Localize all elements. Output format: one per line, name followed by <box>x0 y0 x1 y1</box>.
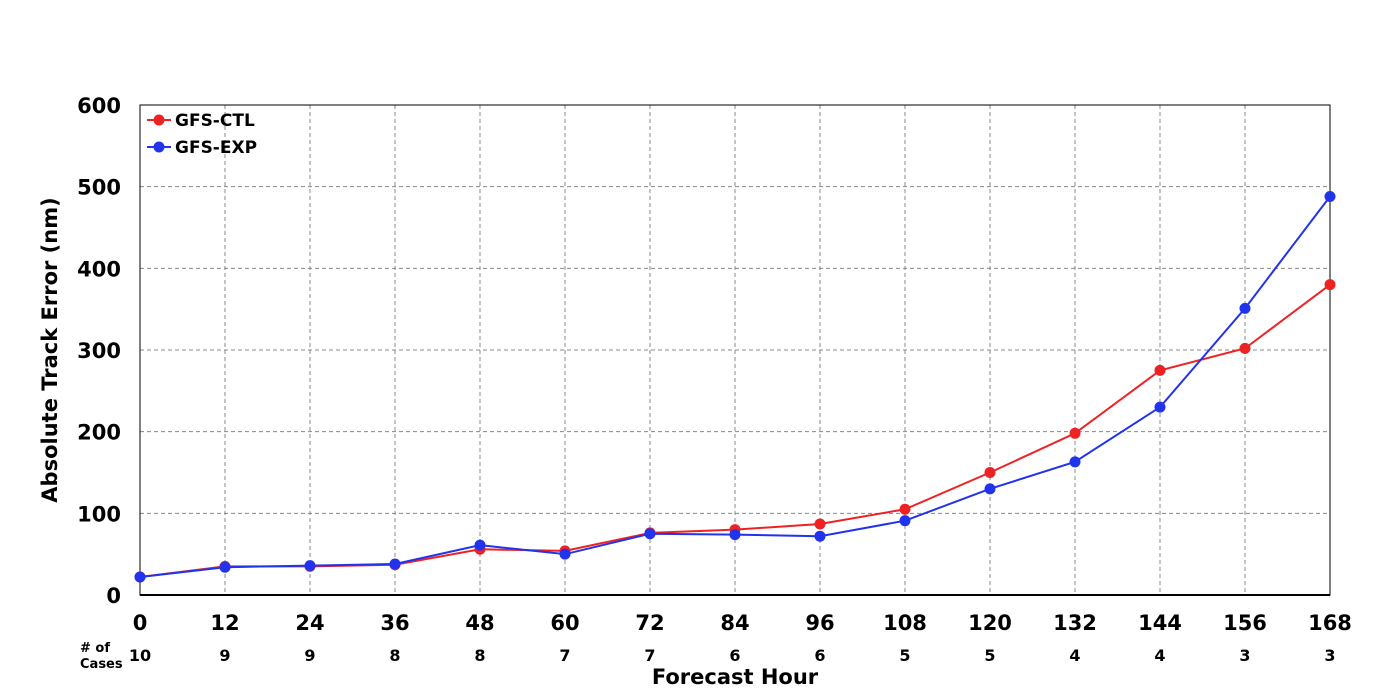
data-point <box>134 571 146 583</box>
x-tick-label: 120 <box>968 611 1012 635</box>
legend: GFS-CTL GFS-EXP <box>147 111 257 158</box>
x-tick-label: 24 <box>295 611 324 635</box>
x-tick-label: 108 <box>883 611 927 635</box>
x-tick-label: 72 <box>635 611 664 635</box>
x-tick-label: 0 <box>133 611 148 635</box>
data-point <box>1069 427 1081 439</box>
x-tick-label: 12 <box>210 611 239 635</box>
data-point <box>984 467 996 478</box>
case-count: 4 <box>1154 646 1165 665</box>
data-point <box>644 528 656 540</box>
x-tick-label: 156 <box>1223 611 1267 635</box>
case-count: 7 <box>644 646 655 665</box>
x-tick-label: 84 <box>720 611 749 635</box>
data-point <box>304 560 316 572</box>
case-count: 8 <box>389 646 400 665</box>
data-point <box>899 515 911 527</box>
data-point <box>559 548 571 560</box>
y-tick-label: 400 <box>77 257 121 281</box>
case-count: 5 <box>984 646 995 665</box>
data-point <box>729 529 741 541</box>
case-count: 3 <box>1239 646 1250 665</box>
y-tick-label: 300 <box>77 339 121 363</box>
data-point <box>1154 401 1166 413</box>
y-tick-label: 600 <box>77 94 121 118</box>
y-tick-label: 500 <box>77 176 121 200</box>
legend-marker <box>153 141 165 153</box>
data-point <box>984 483 996 495</box>
data-point <box>1154 364 1166 376</box>
data-point <box>219 561 231 573</box>
case-count: 8 <box>474 646 485 665</box>
series-gfs-exp <box>134 190 1336 583</box>
cases-row-label: # of Cases <box>80 641 123 672</box>
y-tick-label: 0 <box>106 584 121 608</box>
grid-lines <box>140 105 1330 595</box>
case-count: 6 <box>729 646 740 665</box>
data-point <box>899 503 911 515</box>
case-count: 7 <box>559 646 570 665</box>
legend-marker <box>153 114 165 126</box>
data-point <box>1239 302 1251 314</box>
x-tick-label: 48 <box>465 611 494 635</box>
y-axis-ticks: 0 100 200 300 400 500 600 <box>77 94 121 608</box>
data-point <box>474 539 486 551</box>
case-count: 9 <box>304 646 315 665</box>
series-layer <box>134 190 1336 583</box>
legend-label: GFS-EXP <box>175 138 257 158</box>
case-count: 4 <box>1069 646 1080 665</box>
data-point <box>389 558 401 570</box>
x-axis-title: Forecast Hour <box>652 665 819 689</box>
case-count: 5 <box>899 646 910 665</box>
case-count: 3 <box>1324 646 1335 665</box>
x-tick-label: 60 <box>550 611 579 635</box>
y-axis-title: Absolute Track Error (nm) <box>38 197 62 502</box>
x-tick-label: 132 <box>1053 611 1097 635</box>
legend-label: GFS-CTL <box>175 111 255 131</box>
data-point <box>1324 279 1336 291</box>
y-tick-label: 100 <box>77 502 121 526</box>
case-count: 9 <box>219 646 230 665</box>
cases-row: # of Cases 10 9 9 8 8 7 7 6 6 5 5 4 4 3 3 <box>80 641 1336 672</box>
data-point <box>1069 456 1081 468</box>
x-tick-label: 36 <box>380 611 409 635</box>
data-point <box>814 518 826 530</box>
data-point <box>1324 190 1336 202</box>
data-point <box>1239 342 1251 354</box>
data-point <box>814 530 826 542</box>
x-tick-label: 144 <box>1138 611 1182 635</box>
case-count: 10 <box>129 646 151 665</box>
case-count: 6 <box>814 646 825 665</box>
x-tick-label: 96 <box>805 611 834 635</box>
y-tick-label: 200 <box>77 421 121 445</box>
x-axis-ticks: 0 12 24 36 48 60 72 84 96 108 120 132 144 156 168 <box>133 611 1352 635</box>
x-tick-label: 168 <box>1308 611 1352 635</box>
